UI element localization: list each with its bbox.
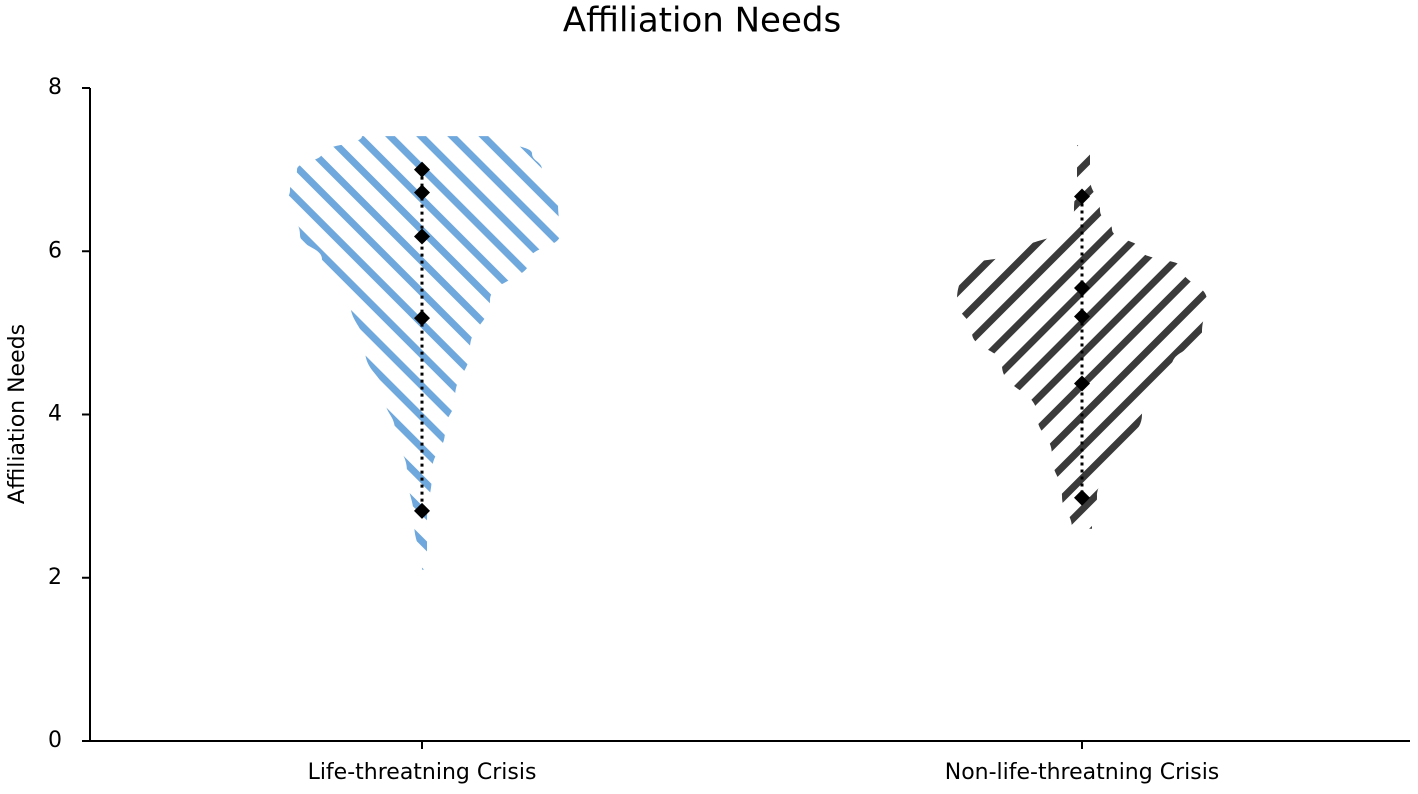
point: [1074, 308, 1090, 325]
y-axis-label: Affiliation Needs: [5, 324, 30, 504]
point: [1074, 375, 1090, 392]
x-tick-label: Non-life-threatning Crisis: [945, 760, 1220, 785]
point: [414, 228, 430, 245]
y-tick-label: 6: [48, 238, 62, 263]
chart-title: Affiliation Needs: [563, 1, 841, 41]
point: [414, 502, 430, 519]
y-tick-label: 8: [48, 75, 62, 100]
point: [414, 161, 430, 178]
x-tick-label: Life-threatning Crisis: [308, 760, 537, 785]
point: [1074, 489, 1090, 506]
y-tick-label: 4: [48, 402, 62, 427]
point: [1074, 279, 1090, 296]
point: [1074, 188, 1090, 205]
y-tick-label: 2: [48, 565, 62, 590]
point: [414, 184, 430, 201]
point: [414, 310, 430, 327]
y-tick-label: 0: [48, 728, 62, 753]
